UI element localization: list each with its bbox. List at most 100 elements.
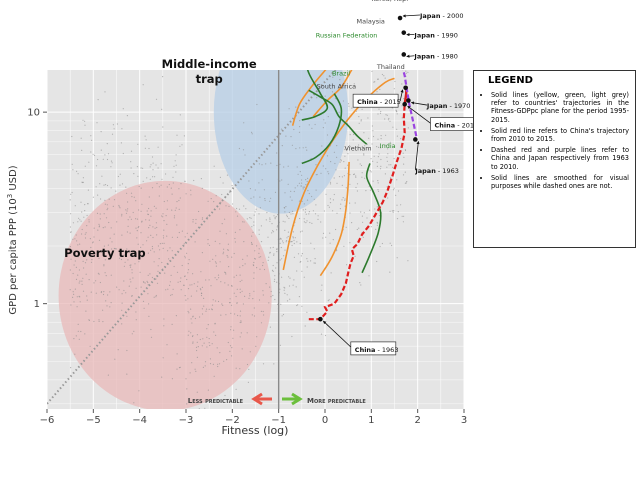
- scatter-point: [259, 196, 261, 198]
- scatter-point: [374, 81, 376, 83]
- scatter-point: [360, 211, 362, 213]
- scatter-point: [86, 295, 88, 297]
- scatter-point: [298, 296, 300, 298]
- scatter-point: [148, 207, 150, 210]
- scatter-point: [107, 374, 109, 376]
- x-tick-label: −1: [271, 415, 286, 426]
- scatter-point: [226, 255, 228, 257]
- scatter-point: [201, 187, 203, 189]
- scatter-point: [301, 305, 303, 307]
- scatter-point: [121, 128, 123, 130]
- scatter-point: [135, 200, 137, 202]
- scatter-point: [194, 241, 196, 243]
- scatter-point: [303, 186, 305, 188]
- scatter-point: [391, 210, 393, 212]
- scatter-point: [163, 229, 165, 231]
- scatter-point: [118, 257, 121, 259]
- scatter-point: [211, 343, 213, 345]
- scatter-point: [166, 344, 168, 346]
- scatter-point: [104, 259, 106, 261]
- scatter-point: [196, 356, 198, 358]
- scatter-point: [107, 244, 109, 246]
- scatter-point: [161, 242, 163, 244]
- scatter-point: [142, 167, 144, 169]
- scatter-point: [69, 246, 71, 248]
- scatter-point: [150, 215, 152, 217]
- scatter-point: [289, 277, 291, 279]
- scatter-point: [314, 123, 316, 126]
- scatter-point: [227, 243, 229, 245]
- scatter-point: [253, 315, 256, 317]
- scatter-point: [273, 280, 275, 282]
- scatter-point: [208, 342, 210, 344]
- scatter-point: [97, 194, 99, 196]
- scatter-point: [155, 296, 157, 298]
- scatter-point: [268, 302, 270, 304]
- scatter-point: [361, 172, 363, 174]
- scatter-point: [265, 219, 267, 221]
- scatter-point: [259, 268, 261, 270]
- scatter-point: [229, 191, 231, 193]
- scatter-point: [137, 143, 139, 145]
- scatter-point: [344, 155, 346, 157]
- malaysia-line: [291, 70, 327, 126]
- scatter-point: [148, 315, 150, 317]
- scatter-point: [260, 322, 263, 324]
- scatter-point: [305, 213, 307, 215]
- scatter-point: [81, 149, 83, 151]
- scatter-point: [153, 251, 155, 253]
- scatter-point: [393, 189, 395, 191]
- scatter-point: [176, 224, 178, 226]
- scatter-point: [291, 240, 293, 243]
- scatter-point: [299, 120, 301, 122]
- left-arrow-icon: [251, 392, 272, 406]
- scatter-point: [115, 190, 117, 192]
- scatter-point: [126, 192, 128, 194]
- middle-income-trap-region: [213, 70, 349, 214]
- scatter-point: [283, 289, 285, 291]
- scatter-point: [379, 88, 381, 91]
- scatter-point: [201, 217, 204, 219]
- scatter-point: [145, 219, 147, 221]
- scatter-point: [253, 290, 255, 292]
- scatter-point: [149, 166, 151, 168]
- country-label: Thailand: [376, 63, 405, 71]
- scatter-point: [274, 191, 277, 193]
- scatter-point: [377, 180, 379, 182]
- scatter-point: [364, 177, 366, 179]
- scatter-point: [159, 243, 161, 245]
- scatter-point: [137, 243, 139, 245]
- scatter-point: [387, 148, 389, 150]
- scatter-point: [168, 258, 170, 260]
- scatter-point: [334, 97, 337, 99]
- scatter-point: [396, 179, 398, 181]
- scatter-point: [376, 161, 378, 163]
- scatter-point: [183, 135, 185, 137]
- scatter-point: [201, 424, 202, 425]
- scatter-point: [78, 338, 80, 340]
- scatter-point: [171, 323, 173, 325]
- scatter-point: [141, 203, 143, 205]
- scatter-point: [288, 211, 290, 214]
- scatter-point: [72, 291, 74, 293]
- scatter-point: [176, 201, 178, 203]
- scatter-point: [229, 345, 232, 347]
- scatter-point: [363, 132, 365, 134]
- scatter-point: [297, 253, 300, 255]
- scatter-point: [377, 78, 379, 80]
- scatter-point: [226, 174, 229, 176]
- scatter-point: [370, 171, 372, 173]
- scatter-point: [215, 334, 217, 336]
- scatter-point: [263, 314, 265, 316]
- scatter-point: [272, 246, 274, 248]
- annotation-label: China - 2010: [434, 122, 478, 130]
- scatter-point: [76, 240, 78, 242]
- scatter-point: [110, 302, 112, 304]
- annotation-point: [401, 52, 407, 57]
- scatter-point: [157, 167, 159, 169]
- scatter-point: [322, 232, 325, 234]
- scatter-point: [134, 263, 136, 265]
- scatter-point: [366, 143, 368, 145]
- scatter-point: [136, 230, 138, 232]
